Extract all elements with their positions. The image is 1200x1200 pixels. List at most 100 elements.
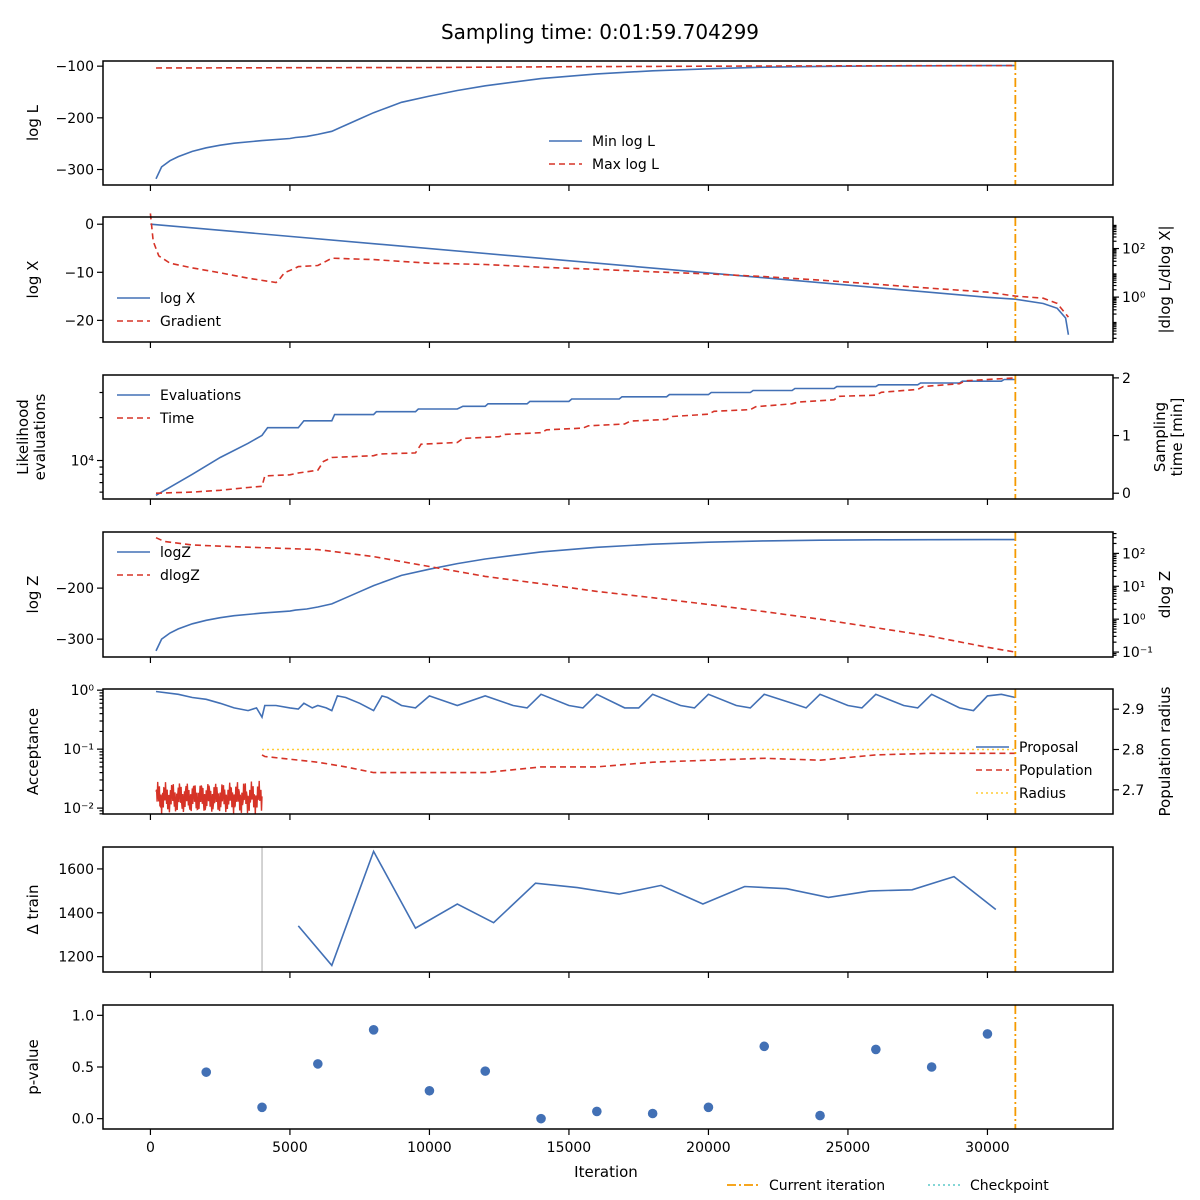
axes-frame: [102, 374, 1114, 500]
max-log-l-line: [155, 64, 1016, 69]
y-axis-label: Δ train: [24, 885, 42, 935]
min-log-l-line: [155, 64, 1016, 180]
legend-label: logZ: [160, 545, 191, 561]
panel-5: 10⁻² 10⁻¹ 10⁰ 2.7 2.8 2.9 Acceptance Population…: [24, 683, 1174, 820]
y-tick-label: 1200: [58, 950, 94, 966]
y-axis-label-line: time [min]: [1168, 398, 1186, 477]
y-axis-label: Population radius: [1156, 686, 1174, 816]
scatter-point: [257, 1102, 267, 1113]
y-tick-label: 10⁰: [1122, 290, 1146, 306]
legend-label: dlogZ: [160, 568, 200, 584]
y-axis-label: log L: [24, 104, 42, 141]
scatter-point: [647, 1108, 658, 1119]
scatter-point: [815, 1110, 825, 1121]
y-tick-label: 10⁴: [71, 454, 95, 470]
y-tick-label: 2: [1122, 371, 1131, 387]
y-axis-label: |dlog L/dlog X|: [1156, 225, 1174, 333]
axes-frame: [102, 846, 1114, 973]
legend: Min log L Max log L: [549, 134, 659, 173]
legend-label: Radius: [1019, 786, 1066, 802]
proposal-line: [155, 690, 1016, 720]
x-tick-label: 20000: [686, 1140, 731, 1156]
scatter-point: [703, 1102, 714, 1113]
y-axis-label: Likelihoodevaluations: [14, 393, 49, 480]
x-tick-label: 0: [146, 1140, 155, 1156]
plot-area: [201, 1005, 1017, 1129]
y-tick-label: 2.9: [1122, 702, 1144, 718]
y-axis-label: log Z: [24, 576, 42, 614]
plot-area: [155, 61, 1017, 185]
panel-2: −20 −10 0 10⁰ 10² log X |dlog L/dlog X| log X Gr…: [24, 213, 1174, 348]
y-tick-label: 1600: [58, 862, 94, 878]
scatter-point: [871, 1044, 881, 1055]
population-noise-line: [155, 780, 263, 815]
plot-area: [155, 375, 1017, 499]
log-x-line: [150, 223, 1070, 335]
panel-3: 10⁴ 0 1 2 Likelihoodevaluations Samplingtime …: [14, 371, 1186, 505]
gradient-line: [149, 213, 1070, 318]
y-axis-label-line: Likelihood: [14, 399, 32, 475]
y-tick-label: 10²: [1122, 546, 1145, 562]
y-tick-label: −300: [56, 632, 94, 648]
legend-label: Min log L: [592, 134, 655, 150]
legend: Evaluations Time: [117, 388, 241, 427]
population-line: [261, 752, 1016, 774]
y-tick-label: 10²: [1122, 242, 1145, 258]
y-tick-label: 1: [1122, 429, 1131, 445]
y-tick-label: −300: [56, 163, 94, 179]
y-tick-label: −200: [56, 581, 94, 597]
y-tick-label: −100: [56, 59, 94, 75]
y-axis-label: p-value: [24, 1039, 42, 1095]
y-tick-label: 0.0: [72, 1112, 94, 1128]
scatter-point: [759, 1041, 770, 1052]
y-tick-label: 10¹: [1122, 579, 1145, 595]
legend-label: Time: [159, 411, 194, 427]
y-tick-label: −10: [64, 265, 94, 281]
legend-label: Gradient: [160, 314, 221, 330]
scatter-point: [480, 1066, 491, 1076]
x-tick-label: 25000: [826, 1140, 871, 1156]
logz-line: [155, 538, 1016, 652]
y-tick-label: 10⁻²: [63, 801, 94, 817]
scatter-point: [424, 1085, 435, 1096]
y-tick-label: −20: [64, 313, 94, 329]
axes-frame: [102, 216, 1114, 343]
legend: Proposal Population Radius: [976, 740, 1093, 802]
series-line: [297, 849, 997, 967]
current-iteration-label: Current iteration: [769, 1178, 885, 1194]
panel-6: 1200 1400 1600 Δ train: [24, 846, 1114, 978]
legend-label: log X: [160, 291, 196, 307]
scatter-point: [368, 1025, 379, 1035]
x-tick-label: 30000: [965, 1140, 1010, 1156]
plot-area: [261, 847, 1017, 972]
x-tick-label: 15000: [547, 1140, 592, 1156]
time-line: [155, 377, 1016, 494]
y-axis-label: Acceptance: [24, 708, 42, 795]
y-tick-label: 1.0: [72, 1008, 94, 1024]
dlogz-line: [155, 536, 1016, 653]
scatter-point: [536, 1113, 546, 1124]
scatter-point: [982, 1029, 993, 1039]
scatter-point: [592, 1106, 602, 1117]
x-tick-label: 10000: [407, 1140, 452, 1156]
legend-label: Population: [1019, 763, 1093, 779]
axes-frame: [102, 60, 1114, 186]
y-tick-label: 10⁰: [1122, 612, 1146, 628]
y-tick-label: −200: [56, 111, 94, 127]
plot-area: [155, 689, 1017, 815]
panel-7: 0 5000 10000 15000 20000 25000 30000 0.0 0.5 1.0 p…: [24, 1004, 1114, 1181]
x-tick-label: 5000: [272, 1140, 308, 1156]
checkpoint-label: Checkpoint: [970, 1178, 1049, 1194]
y-axis-label: Samplingtime [min]: [1151, 398, 1186, 477]
panel-4: −300 −200 10⁻¹ 10⁰ 10¹ 10² log Z dlog Z logZ dlog…: [24, 531, 1174, 663]
y-tick-label: 10⁰: [71, 683, 95, 699]
legend-label: Evaluations: [160, 388, 241, 404]
x-axis-label: Iteration: [574, 1163, 638, 1181]
plot-area: [149, 213, 1070, 342]
legend-label: Proposal: [1019, 740, 1078, 756]
axes-frame: [102, 531, 1114, 658]
evaluations-line: [155, 378, 1016, 496]
panel-1: −300 −200 −100 log L Min log L Max log L: [24, 59, 1114, 191]
legend-label: Max log L: [592, 157, 659, 173]
